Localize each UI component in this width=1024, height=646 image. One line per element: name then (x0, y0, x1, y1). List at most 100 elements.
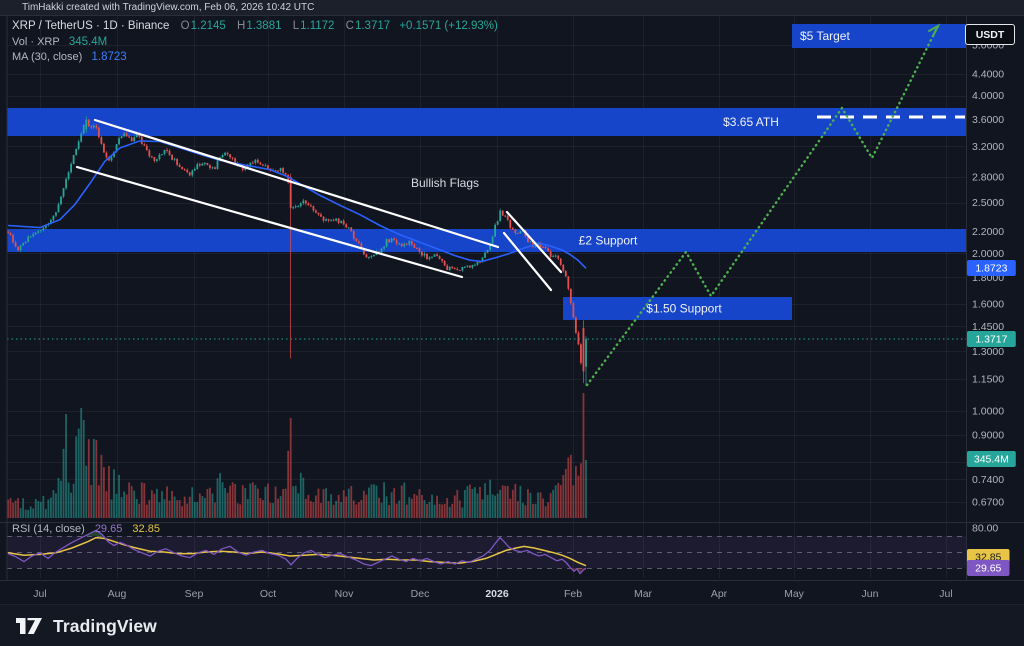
price-band-ath-band[interactable] (7, 108, 966, 136)
rsi-legend: RSI (14, close) 29.65 32.85 (12, 523, 160, 535)
candle-body (259, 162, 262, 165)
volume-bar (398, 500, 401, 518)
candle-body (231, 157, 234, 159)
price-tick-label[interactable]: 3.6000 (972, 114, 1004, 126)
volume-bar (150, 490, 153, 518)
price-tick-label[interactable]: 0.7400 (972, 474, 1004, 486)
price-tick-label[interactable]: 1.0000 (972, 405, 1004, 417)
currency-toggle-button[interactable]: USDT (965, 24, 1015, 45)
trendline-flag1-upper[interactable] (93, 118, 500, 249)
time-axis-label-oct[interactable]: Oct (260, 588, 276, 600)
volume-bar (395, 503, 398, 518)
volume-bar (209, 487, 211, 518)
price-tick-label[interactable]: 2.5000 (972, 197, 1004, 209)
candle-body (408, 240, 411, 245)
candle-body (214, 167, 216, 169)
price-tick-label[interactable]: 1.1500 (972, 374, 1004, 386)
price-tick-label[interactable]: 4.4000 (972, 69, 1004, 81)
volume-label[interactable]: Vol · XRP (12, 35, 60, 48)
volume-bar (206, 489, 209, 518)
candle-body (244, 168, 247, 170)
volume-bar (128, 482, 131, 518)
price-tick-label[interactable]: 0.6700 (972, 496, 1004, 508)
volume-bar (236, 503, 239, 518)
price-band-one-fifty-support-band[interactable] (563, 297, 792, 320)
time-axis-label-nov[interactable]: Nov (335, 588, 354, 600)
volume-bar (456, 489, 459, 518)
candle-body (315, 210, 317, 213)
candle-body (110, 156, 113, 161)
candle-body (410, 240, 413, 245)
ma-label[interactable]: MA (30, close) (12, 51, 83, 63)
candle-body (347, 227, 350, 229)
price-tick-label[interactable]: 1.3000 (972, 346, 1004, 358)
time-axis-label-jul[interactable]: Jul (33, 588, 46, 600)
candle-body (335, 218, 338, 221)
volume-bar (12, 502, 14, 518)
price-band-two-support-band[interactable] (7, 229, 966, 252)
projection-path[interactable] (585, 24, 940, 387)
time-axis-label-2026[interactable]: 2026 (485, 588, 509, 600)
price-band-label-five-target-band: $5 Target (800, 29, 850, 43)
trendline-flag2-lower[interactable] (502, 231, 553, 292)
price-tick-label[interactable]: 2.2000 (972, 226, 1004, 238)
candle-body (441, 258, 444, 261)
candle-body (532, 241, 534, 247)
candle-body (317, 212, 320, 215)
price-tick-label[interactable]: 2.0000 (972, 248, 1004, 260)
volume-bar (557, 482, 560, 518)
volume-bar (413, 493, 416, 518)
candle-body (569, 288, 572, 304)
time-axis-label-aug[interactable]: Aug (108, 588, 127, 600)
open-value: 1.2145 (190, 20, 226, 32)
candle-body (24, 242, 27, 244)
time-axis-label-feb[interactable]: Feb (564, 588, 582, 600)
time-axis-label-mar[interactable]: Mar (634, 588, 653, 600)
time-axis-label-dec[interactable]: Dec (411, 588, 430, 600)
volume-bar (375, 485, 378, 518)
tradingview-logo-icon[interactable] (14, 615, 44, 637)
volume-bar (269, 502, 272, 518)
time-axis-label-apr[interactable]: Apr (711, 588, 728, 600)
volume-bar (410, 498, 413, 518)
time-axis-label-may[interactable]: May (784, 588, 805, 600)
tradingview-brand-text[interactable]: TradingView (53, 615, 157, 636)
volume-bar (471, 488, 474, 518)
symbol-title[interactable]: XRP / TetherUS · 1D · Binance (12, 20, 170, 32)
time-axis-label-jun[interactable]: Jun (862, 588, 879, 600)
price-tick-label[interactable]: 3.2000 (972, 141, 1004, 153)
candle-body (289, 176, 292, 209)
volume-bar (29, 506, 32, 518)
rsi-tick-label[interactable]: 80.00 (972, 523, 998, 535)
candle-body (216, 160, 219, 169)
candle-body (453, 268, 456, 270)
candle-body (443, 260, 446, 266)
bullish-flags-annotation[interactable]: Bullish Flags (411, 176, 480, 190)
price-tick-label[interactable]: 1.4500 (972, 321, 1004, 333)
volume-bar (431, 494, 433, 518)
time-axis-label-jul[interactable]: Jul (939, 588, 952, 600)
candle-body (496, 221, 499, 225)
volume-bar (14, 500, 17, 518)
candle-body (489, 243, 491, 250)
volume-bar (436, 495, 438, 518)
candle-body (193, 168, 196, 171)
price-tick-label[interactable]: 1.6000 (972, 299, 1004, 311)
volume-bar (161, 491, 163, 518)
price-tick-label[interactable]: 2.8000 (972, 171, 1004, 183)
candle-body (365, 254, 368, 258)
volume-bar (529, 492, 532, 518)
candle-body (274, 170, 277, 172)
price-tick-label[interactable]: 0.9000 (972, 429, 1004, 441)
time-axis-label-sep[interactable]: Sep (185, 588, 204, 600)
volume-bar (347, 488, 350, 518)
trendline-flag1-lower[interactable] (75, 165, 464, 279)
candle-body (527, 236, 529, 242)
rsi-label[interactable]: RSI (14, close) (12, 523, 85, 535)
volume-bar (279, 496, 282, 518)
candle-body (572, 303, 575, 318)
price-tick-label[interactable]: 4.0000 (972, 90, 1004, 102)
trendline-flag2-upper[interactable] (505, 210, 563, 274)
volume-bar (506, 485, 509, 518)
